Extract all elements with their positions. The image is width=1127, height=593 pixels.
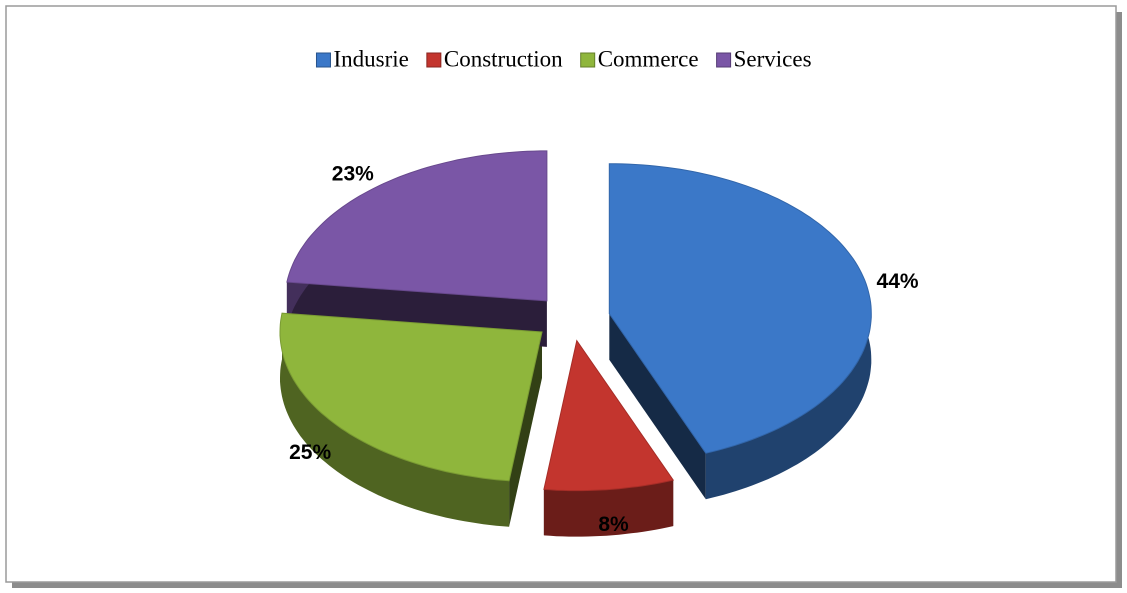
legend: Indusrie Construction Commerce Services [315,46,812,71]
slice [608,163,872,454]
legend-swatch [716,52,732,68]
slice-rim [543,480,674,537]
slice-rim [280,313,510,527]
slice-wall [509,332,542,527]
data-label: 23% [332,162,374,185]
data-label: 8% [598,513,629,536]
legend-swatch [426,52,442,68]
data-label: 44% [877,270,919,293]
legend-swatch [315,52,331,68]
legend-label: Services [734,46,812,71]
legend-swatch [580,52,596,68]
slice [286,150,548,302]
legend-label: Construction [444,46,563,71]
legend-item: Commerce [580,46,699,71]
pie-tops: 44% 8% 25% 23% [279,150,919,536]
legend-item: Services [716,46,812,71]
slice-wall [609,313,706,500]
data-label: 25% [289,441,331,464]
slice [543,339,675,492]
slice [279,312,543,482]
legend-label: Commerce [598,46,699,71]
legend-item: Construction [426,46,563,71]
legend-label: Indusrie [333,46,408,71]
legend-item: Indusrie [315,46,409,71]
